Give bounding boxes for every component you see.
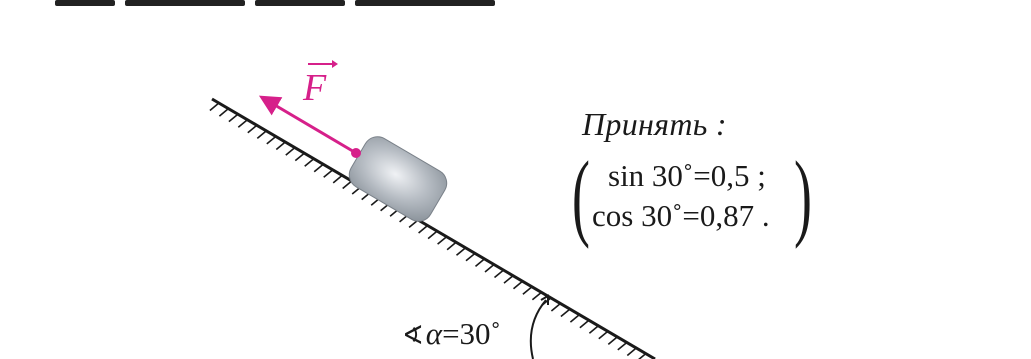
hatch-mark: [474, 258, 486, 268]
hatch-mark: [560, 308, 571, 318]
angle-alpha: α: [425, 316, 443, 351]
hatch-mark: [598, 330, 609, 340]
hatch-mark: [512, 280, 524, 290]
cropped-text-above: [55, 0, 575, 6]
hatch-mark: [503, 275, 514, 284]
hatch-mark: [550, 302, 561, 312]
hatch-mark: [332, 174, 343, 184]
hatch-mark: [313, 163, 324, 173]
force-label: F: [303, 67, 327, 109]
right-paren: ): [794, 142, 812, 250]
angle-label: ∢α=30˚: [402, 316, 501, 352]
hatch-mark: [437, 236, 448, 245]
angle-symbol: ∢: [402, 321, 424, 350]
hatch-mark: [237, 119, 248, 128]
left-paren: (: [572, 142, 590, 250]
angle-arc: [529, 294, 549, 359]
hatch-mark: [531, 291, 542, 301]
incline-surface: [211, 97, 656, 359]
note-title: Принять :: [582, 106, 727, 142]
hatch-mark: [638, 352, 647, 359]
hatch-mark: [522, 286, 533, 295]
hatch-mark: [579, 319, 590, 329]
note-line-cos: cos 30˚=0,87 .: [592, 198, 770, 233]
hatch-mark: [294, 152, 305, 162]
vector-overbar: [308, 60, 338, 68]
hatch-mark: [256, 130, 267, 140]
hatch-mark: [484, 263, 495, 273]
hatch-mark: [285, 146, 296, 156]
hatch-mark: [218, 107, 229, 117]
hatch-mark: [275, 141, 286, 151]
hatch-mark: [304, 158, 315, 167]
hatch-mark: [607, 336, 618, 346]
surface-hatching: [209, 102, 647, 359]
hatch-mark: [247, 124, 258, 134]
hatch-mark: [418, 224, 429, 234]
hatch-mark: [446, 241, 457, 251]
hatch-mark: [427, 230, 438, 240]
hatch-mark: [209, 102, 220, 112]
hatch-mark: [569, 313, 580, 323]
hatch-mark: [342, 180, 353, 190]
hatch-mark: [617, 341, 628, 351]
hatch-mark: [228, 113, 239, 123]
note-line-sin: sin 30˚=0,5 ;: [608, 158, 766, 193]
hatch-mark: [626, 347, 637, 357]
hatch-mark: [455, 247, 467, 256]
hatch-mark: [323, 169, 334, 178]
hatch-mark: [588, 325, 599, 334]
block: [348, 136, 448, 222]
force-vector: [258, 95, 361, 158]
hatch-mark: [493, 269, 505, 279]
angle-value: =30˚: [442, 316, 501, 351]
hatch-mark: [266, 135, 277, 145]
hatch-mark: [465, 252, 476, 262]
